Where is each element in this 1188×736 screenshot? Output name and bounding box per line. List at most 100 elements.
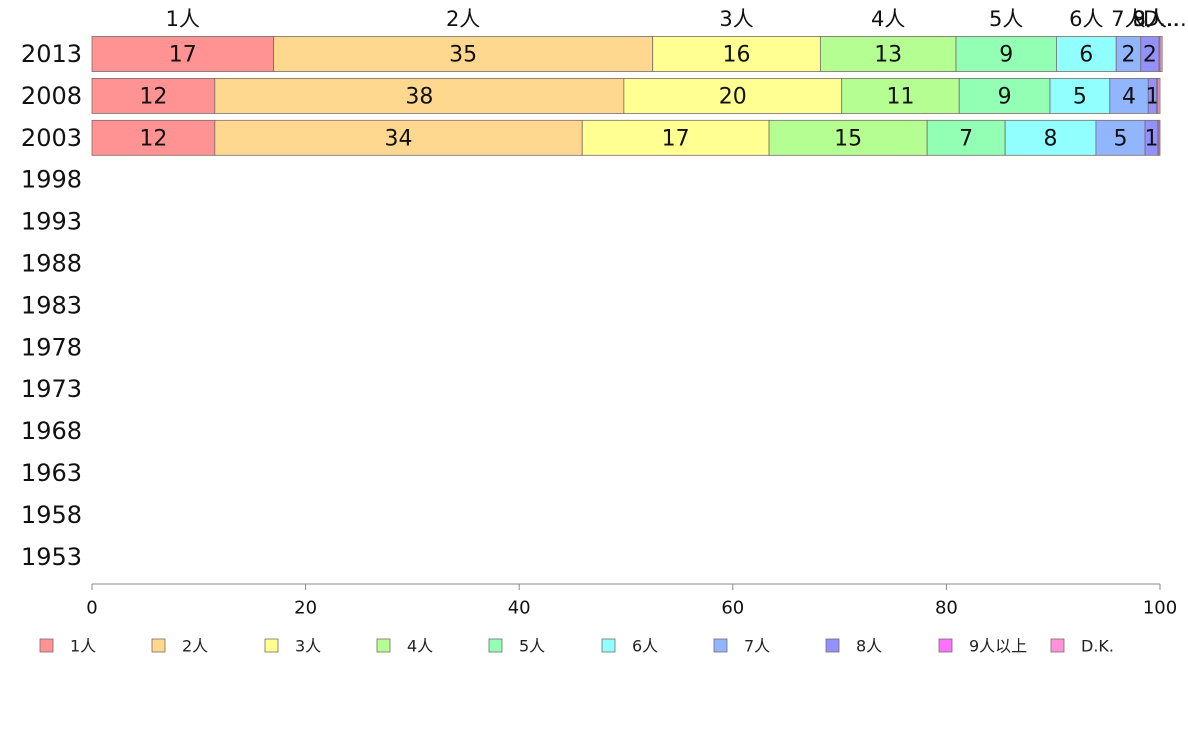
y-tick-label: 1973 — [21, 375, 82, 403]
series-top-labels: 1人 2人 3人 4人 5人 6人 7人8人9人...D... — [166, 7, 1187, 31]
legend-swatch — [151, 638, 166, 653]
data-label: 1 — [1144, 126, 1158, 151]
legend-label: 5人 — [519, 637, 545, 656]
data-label: 17 — [169, 43, 197, 68]
y-tick-label: 2003 — [21, 124, 82, 152]
legend-swatch — [1050, 638, 1065, 653]
data-label: 11 — [886, 84, 914, 109]
data-label: 2 — [1143, 43, 1157, 68]
data-label: 38 — [405, 84, 433, 109]
x-tick-label: 0 — [86, 598, 97, 619]
data-label: 15 — [834, 126, 862, 151]
x-tick-label: 60 — [721, 598, 744, 619]
x-tick-label: 80 — [935, 598, 958, 619]
bar-segment — [652, 36, 821, 72]
legend-label: 3人 — [295, 637, 321, 656]
legend-swatch — [264, 638, 279, 653]
y-axis-tick-labels: 2013 2008 2003 1998 1993 1988 1983 1978 1973 1968… — [21, 40, 82, 571]
bar-segment — [214, 78, 625, 114]
legend-label: D.K. — [1081, 637, 1114, 656]
series-top-label: 9人... — [1132, 7, 1186, 31]
series-top-label: 4人 — [871, 7, 905, 31]
legend-label: 6人 — [632, 637, 658, 656]
y-tick-label: 1953 — [21, 543, 82, 571]
legend-swatch — [376, 638, 391, 653]
data-label: 13 — [874, 43, 902, 68]
data-label: 4 — [1122, 84, 1136, 109]
bar-segment — [1159, 36, 1163, 72]
y-tick-label: 1993 — [21, 208, 82, 236]
data-label: 35 — [449, 43, 477, 68]
bar-segment — [581, 119, 770, 156]
data-label: 2 — [1121, 43, 1135, 68]
x-tick-label: 40 — [508, 598, 531, 619]
y-tick-label: 2008 — [21, 82, 82, 110]
data-label: 17 — [662, 126, 690, 151]
y-tick-label: 1983 — [21, 291, 82, 319]
legend-label: 7人 — [744, 637, 770, 656]
legend-swatch — [39, 638, 54, 653]
y-tick-label: 1978 — [21, 333, 82, 361]
x-axis: 0 20 40 60 80 100 — [86, 583, 1177, 619]
bar-segment — [214, 119, 583, 156]
bar-segment — [819, 36, 957, 72]
legend-swatch — [825, 638, 840, 653]
bar-segment — [926, 119, 1006, 156]
legend-label: 8人 — [856, 637, 882, 656]
bar-segment — [91, 119, 216, 156]
series-top-label: D... — [1143, 7, 1179, 31]
series-top-label: 1人 — [166, 7, 200, 31]
legend-label: 1人 — [70, 637, 96, 656]
series-top-label: 3人 — [719, 7, 753, 31]
data-label: 8 — [1044, 126, 1058, 151]
legend-label: 4人 — [407, 637, 433, 656]
data-label: 12 — [139, 84, 167, 109]
data-label: 9 — [999, 43, 1013, 68]
bar-segment — [1157, 78, 1161, 114]
data-label: 9 — [998, 84, 1012, 109]
data-label: 16 — [723, 43, 751, 68]
bars-layer: 17 35 16 13 9 6 2 212 38 20 11 9 5 4 112 34 17 15 7 8 5 1 — [91, 36, 1163, 156]
legend-swatch — [488, 638, 503, 653]
series-top-label: 8人 — [1133, 7, 1167, 31]
data-label: 5 — [1073, 84, 1087, 109]
bar-segment — [1109, 78, 1149, 114]
bar-segment — [841, 78, 960, 114]
data-label: 5 — [1113, 126, 1127, 151]
data-label: 34 — [385, 126, 413, 151]
legend-label: 2人 — [182, 637, 208, 656]
bar-segment — [958, 78, 1051, 114]
bar-segment — [273, 36, 654, 72]
y-tick-label: 1968 — [21, 417, 82, 445]
legend-label: 9人以上 — [969, 637, 1027, 656]
bar-segment — [955, 36, 1057, 72]
data-label: 12 — [139, 126, 167, 151]
data-label: 7 — [959, 126, 973, 151]
series-top-label: 5人 — [989, 7, 1023, 31]
y-tick-label: 1998 — [21, 166, 82, 194]
bar-segment — [623, 78, 843, 114]
x-tick-label: 20 — [294, 598, 317, 619]
legend-swatch — [713, 638, 728, 653]
legend-swatch — [601, 638, 616, 653]
data-label: 6 — [1079, 43, 1093, 68]
y-tick-label: 2013 — [21, 40, 82, 68]
y-tick-label: 1958 — [21, 501, 82, 529]
legend: 1人 2人 3人 4人 5人 6人 7人 8人 9人以上 D.K. — [39, 637, 1114, 656]
bar-segment — [1115, 36, 1142, 72]
bar-segment — [768, 119, 928, 156]
bar-segment — [1158, 119, 1161, 156]
bar-segment — [91, 36, 274, 72]
bar-segment — [1095, 119, 1146, 156]
legend-swatch — [938, 638, 953, 653]
series-top-label: 7人 — [1111, 7, 1145, 31]
data-label: 20 — [719, 84, 747, 109]
x-tick-label: 100 — [1143, 598, 1177, 619]
data-label: 1 — [1146, 84, 1160, 109]
series-top-label: 6人 — [1069, 7, 1103, 31]
y-tick-label: 1988 — [21, 250, 82, 278]
series-top-label: 2人 — [446, 7, 480, 31]
bar-segment — [1056, 36, 1117, 72]
y-tick-label: 1963 — [21, 459, 82, 487]
